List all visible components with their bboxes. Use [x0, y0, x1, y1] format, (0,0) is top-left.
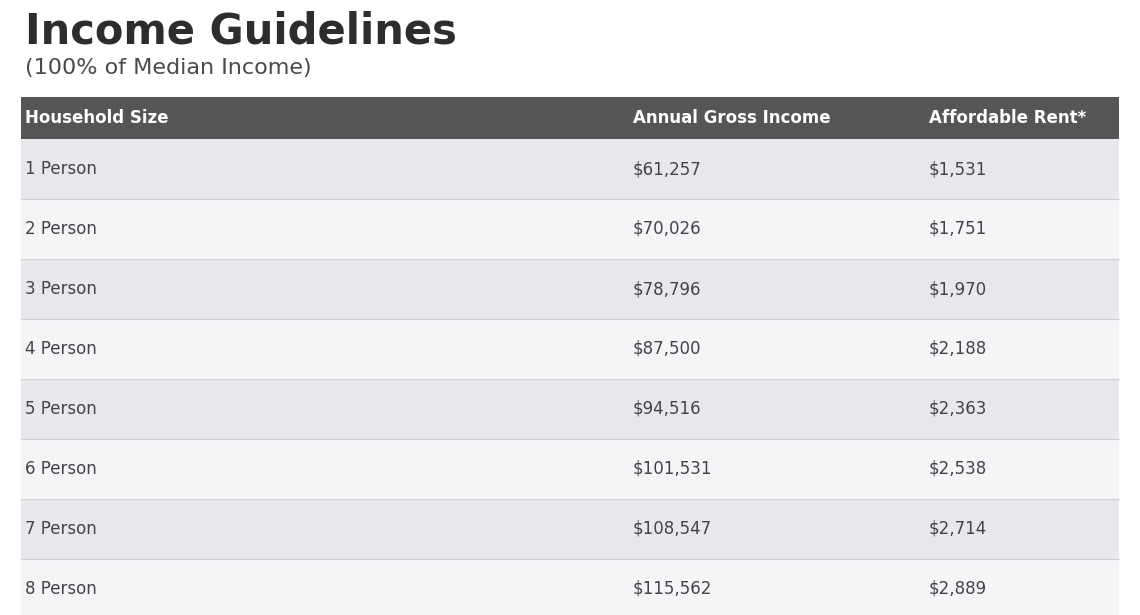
Text: $1,751: $1,751: [929, 220, 987, 238]
Text: $2,188: $2,188: [929, 340, 987, 358]
Text: $2,363: $2,363: [929, 400, 987, 418]
Text: $1,970: $1,970: [929, 280, 987, 298]
Text: 8 Person: 8 Person: [25, 580, 97, 598]
Text: $2,538: $2,538: [929, 460, 987, 478]
Text: $101,531: $101,531: [633, 460, 712, 478]
Text: $108,547: $108,547: [633, 520, 711, 538]
Text: $2,889: $2,889: [929, 580, 987, 598]
Text: 1 Person: 1 Person: [25, 160, 97, 178]
Text: $61,257: $61,257: [633, 160, 701, 178]
Text: $87,500: $87,500: [633, 340, 701, 358]
Text: $78,796: $78,796: [633, 280, 701, 298]
Text: 6 Person: 6 Person: [25, 460, 97, 478]
Text: 5 Person: 5 Person: [25, 400, 97, 418]
Text: Affordable Rent*: Affordable Rent*: [929, 109, 1086, 127]
Text: Annual Gross Income: Annual Gross Income: [633, 109, 830, 127]
Text: 7 Person: 7 Person: [25, 520, 97, 538]
Text: $1,531: $1,531: [929, 160, 987, 178]
Text: 4 Person: 4 Person: [25, 340, 97, 358]
Text: 2 Person: 2 Person: [25, 220, 97, 238]
Text: Household Size: Household Size: [25, 109, 169, 127]
Text: 3 Person: 3 Person: [25, 280, 97, 298]
Text: $115,562: $115,562: [633, 580, 712, 598]
Text: $70,026: $70,026: [633, 220, 701, 238]
Text: $2,714: $2,714: [929, 520, 987, 538]
Text: (100% of Median Income): (100% of Median Income): [25, 58, 311, 78]
Text: Income Guidelines: Income Guidelines: [25, 10, 457, 52]
Text: $94,516: $94,516: [633, 400, 701, 418]
